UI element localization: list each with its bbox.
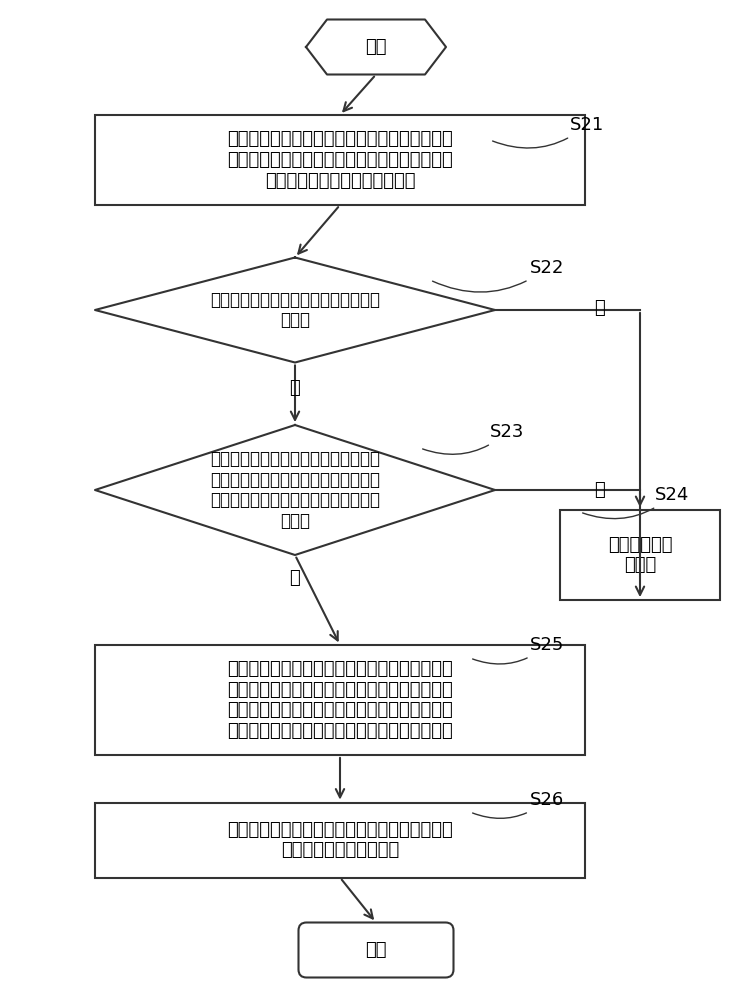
Text: 结束: 结束 (365, 941, 387, 959)
Text: 所述温升变化量不高于第一预设温升变
化量？: 所述温升变化量不高于第一预设温升变 化量？ (210, 291, 380, 329)
Polygon shape (95, 257, 495, 362)
Text: S22: S22 (432, 259, 565, 292)
Bar (95, 115, 585, 205)
Text: 否: 否 (290, 569, 300, 587)
Polygon shape (95, 425, 495, 555)
Text: 当所述温升变化量高于第三预设温升变化量时，
关闭所述空调器的电辅热: 当所述温升变化量高于第三预设温升变化量时， 关闭所述空调器的电辅热 (227, 821, 453, 859)
Text: 继续判断所述空调器连续运行的所述第二预设时
间段的所述温升变化量与所述第二预设温升变化
量的高低关系，直至所述温升变化量不高于所述
第二预设温升变化量，开启所述: 继续判断所述空调器连续运行的所述第二预设时 间段的所述温升变化量与所述第二预设温… (227, 660, 453, 740)
Text: S26: S26 (473, 791, 564, 818)
Text: 从所述压缩机开始运行的时刻计时，在
所述空调器连续运行第二预设时间段，
所述温升变化量不高于第二预设温升变
化量？: 从所述压缩机开始运行的时刻计时，在 所述空调器连续运行第二预设时间段， 所述温升… (210, 450, 380, 530)
Text: S21: S21 (492, 116, 604, 148)
Polygon shape (306, 19, 446, 75)
Text: S24: S24 (583, 486, 690, 519)
Text: 否: 否 (290, 379, 300, 397)
Text: S25: S25 (473, 636, 565, 664)
Text: 是: 是 (595, 481, 605, 499)
Bar (95, 802, 585, 878)
Text: 从空调器的压缩机开始运行的时刻计时，在所述
空调器连续运行的第一预设时间段内，检测所述
当前室内环境温度的温升变化量: 从空调器的压缩机开始运行的时刻计时，在所述 空调器连续运行的第一预设时间段内，检… (227, 130, 453, 190)
Text: S23: S23 (422, 423, 524, 454)
Bar (95, 645, 585, 755)
Text: 开启空调器的
电辅热: 开启空调器的 电辅热 (608, 536, 672, 574)
FancyBboxPatch shape (298, 922, 453, 978)
Bar (560, 510, 720, 600)
Text: 开始: 开始 (365, 38, 387, 56)
Text: 是: 是 (595, 299, 605, 317)
